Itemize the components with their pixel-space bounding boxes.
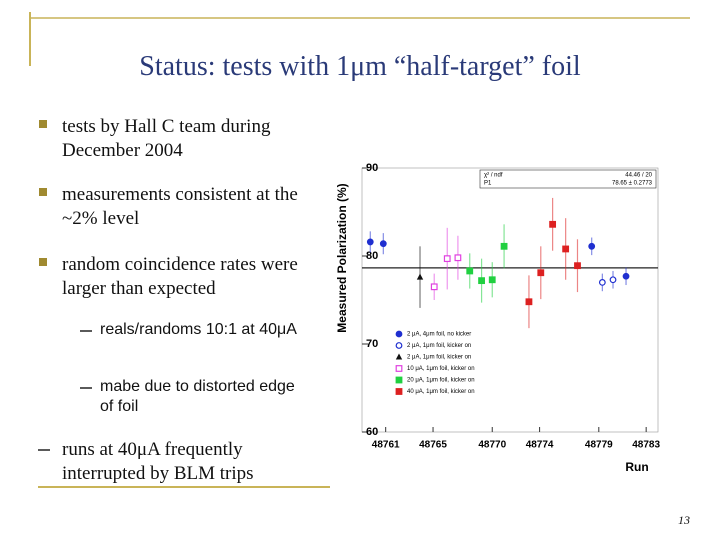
data-point [609,276,617,284]
legend-entry: 20 μA, 1μm foil, kicker on [395,376,475,384]
slide-title: Status: tests with 1μm “half-target” foi… [139,51,581,82]
data-point [379,240,387,248]
plot-frame [361,167,659,433]
y-axis-title: Measured Polarization (%) [335,183,349,332]
data-point [525,298,533,306]
legend-label: 10 μA, 1μm foil, kicker on [407,366,475,372]
data-point [500,242,508,250]
legend-label: 2 μA, 1μm foil, kicker on [407,355,471,361]
data-point [622,272,630,280]
data-point [537,269,545,277]
bullet-icon [39,120,47,128]
data-point [466,267,474,275]
stats-name: P1 [484,181,492,187]
x-tick-label: 48761 [372,440,400,451]
legend-marker [395,342,403,349]
data-point [443,255,451,263]
legend-marker [395,388,403,395]
bullet-icon [39,188,47,196]
data-point [562,245,570,253]
bullet: random coincidence rates were larger tha… [62,254,298,299]
x-axis-title: Run [625,460,648,474]
legend-label: 2 μA, 4μm foil, no kicker [407,332,471,338]
bullet: measurements consistent at the ~2% level [62,184,298,229]
dash-bullet-text: runs at 40μA frequently interrupted by B… [62,439,254,484]
stats-frame [479,169,657,189]
sub-bullet: mabe due to distorted edge of foil [100,378,295,415]
y-tick-label: 60 [366,426,378,438]
legend-label: 40 μA, 1μm foil, kicker on [407,389,475,395]
data-point [454,254,462,262]
data-point [478,277,485,285]
x-tick-label: 48783 [632,440,660,451]
legend-entry: 2 μA, 4μm foil, no kicker [395,330,471,338]
legend-entry: 10 μA, 1μm foil, kicker on [395,365,475,372]
data-point [598,279,606,286]
data-point [366,238,374,246]
x-tick-label: 48765 [419,440,447,451]
legend-entry: 2 μA, 1μm foil, kicker on [395,342,471,349]
legend-marker [395,353,403,360]
y-tick-label: 70 [366,338,378,350]
data-point [416,273,424,280]
legend-marker [395,330,403,338]
data-point [430,283,438,291]
stats-name: χ² / ndf [484,173,503,179]
data-point [588,242,596,250]
x-tick-label: 48779 [585,440,613,451]
legend-entry: 2 μA, 1μm foil, kicker on [395,353,471,361]
legend-label: 20 μA, 1μm foil, kicker on [407,378,475,384]
data-point [488,276,496,284]
data-point [574,262,581,270]
x-tick-label: 48774 [526,440,554,451]
legend-marker [395,365,403,372]
bullet-icon [39,258,47,266]
sub-bullet: reals/randoms 10:1 at 40μA [100,321,297,338]
page-number: 13 [678,513,690,527]
legend-marker [395,376,403,384]
data-point [549,220,557,228]
y-tick-label: 90 [366,162,378,174]
x-tick-label: 48770 [478,440,506,451]
legend-entry: 40 μA, 1μm foil, kicker on [395,388,475,395]
stats-box: χ² / ndf 44.46 / 20 P1 78.65 ± 0.2773 [479,169,657,189]
stats-value: 44.46 / 20 [625,173,652,179]
legend-label: 2 μA, 1μm foil, kicker on [407,343,471,349]
bullet: tests by Hall C team during December 200… [62,116,271,161]
stats-value: 78.65 ± 0.2773 [612,181,653,187]
y-tick-label: 80 [366,250,378,262]
